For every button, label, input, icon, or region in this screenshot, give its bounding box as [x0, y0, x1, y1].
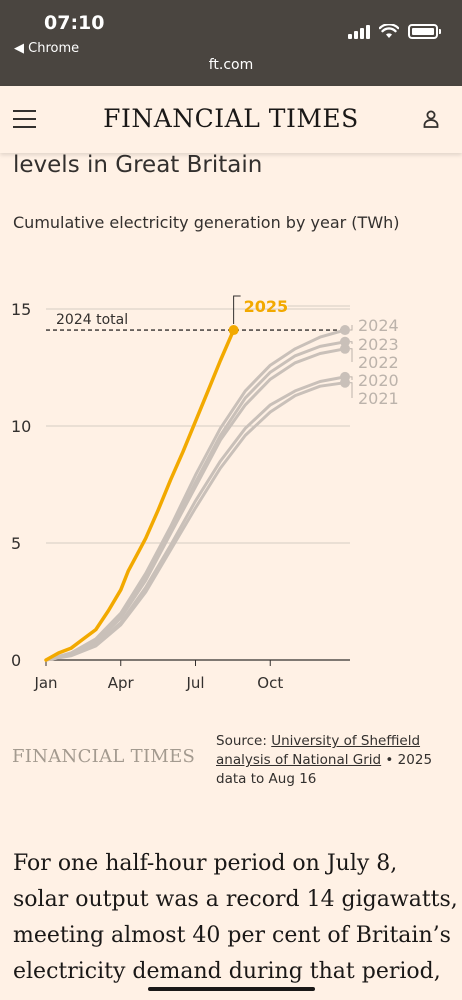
series-leader-2020: [350, 376, 353, 380]
series-end-dot-2024: [340, 325, 350, 336]
highlight-leader: [233, 295, 241, 325]
series-label-2020: 2020: [358, 371, 399, 390]
annotation-label: 2024 total: [56, 312, 128, 328]
series-line-2022: [44, 347, 347, 662]
series-end-dot-2023: [340, 336, 350, 347]
wifi-icon: [379, 24, 399, 38]
article-paragraph: For one half-hour period on July 8, sola…: [13, 851, 458, 984]
series-label-2023: 2023: [358, 335, 399, 354]
series-line-2025: [44, 328, 236, 662]
source-suffix: • 2025 data to Aug 16: [216, 752, 433, 787]
series-leader-2024: [350, 325, 353, 331]
y-tick-label: 0: [11, 651, 21, 670]
series-line-2024: [44, 328, 347, 662]
series-label-2021: 2021: [358, 389, 399, 408]
series-label-2024: 2024: [358, 316, 399, 335]
y-tick-label: 15: [11, 300, 31, 319]
series-end-dot-2022: [340, 343, 350, 354]
source-link[interactable]: University of Sheffield analysis of Nati…: [216, 733, 421, 768]
series-end-dot-2025: [228, 325, 239, 336]
chart-subtitle: Cumulative electricity generation by yea…: [13, 213, 400, 232]
source-prefix: Source:: [216, 733, 272, 749]
x-tick-label: Jan: [33, 674, 57, 692]
status-bar: 07:10 ◀ Chrome ft.com: [0, 0, 462, 86]
back-to-chrome-link[interactable]: ◀ Chrome: [14, 41, 80, 56]
battery-icon: [408, 24, 441, 39]
series-leader-2023: [350, 341, 353, 344]
series-leader-2021: [350, 382, 353, 398]
cellular-signal-icon: [348, 24, 370, 39]
series-end-dot-2021: [340, 377, 350, 388]
clock: 07:10: [44, 12, 105, 34]
electricity-chart: 0 5 10 15 Jan Apr Jul Oct 2024 total 202420232022…: [11, 295, 399, 692]
series-line-2021: [44, 381, 347, 662]
url-bar[interactable]: ft.com: [208, 57, 254, 73]
masthead-logo[interactable]: FINANCIAL TIMES: [103, 104, 359, 133]
menu-icon[interactable]: [13, 110, 36, 128]
series-label-2025: 2025: [244, 297, 289, 316]
status-icons: [348, 24, 441, 39]
x-tick-label: Apr: [108, 674, 135, 692]
site-header: FINANCIAL TIMES: [0, 86, 462, 153]
series-label-2022: 2022: [358, 353, 399, 372]
series-leader-2022: [350, 348, 353, 362]
x-tick-label: Jul: [185, 674, 204, 692]
user-account-icon[interactable]: [422, 108, 440, 130]
chart-source: Source: University of Sheffield analysis…: [216, 732, 456, 789]
y-tick-label: 5: [11, 534, 21, 553]
article-headline: levels in Great Britain: [13, 152, 263, 178]
y-tick-label: 10: [11, 417, 31, 436]
scroll-indicator-bar: [148, 987, 315, 991]
ft-footer-logo: FINANCIAL TIMES: [12, 746, 196, 767]
x-tick-label: Oct: [257, 674, 283, 692]
